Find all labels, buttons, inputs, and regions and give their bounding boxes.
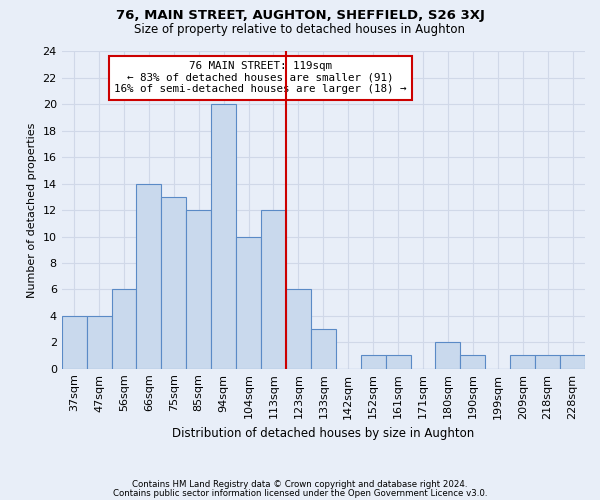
Bar bbox=[386, 356, 410, 368]
Bar bbox=[286, 290, 311, 368]
Bar bbox=[186, 210, 211, 368]
Bar bbox=[535, 356, 560, 368]
Bar bbox=[86, 316, 112, 368]
Bar bbox=[136, 184, 161, 368]
Bar bbox=[161, 197, 186, 368]
Bar bbox=[62, 316, 86, 368]
Text: Contains public sector information licensed under the Open Government Licence v3: Contains public sector information licen… bbox=[113, 489, 487, 498]
Text: 76 MAIN STREET: 119sqm
← 83% of detached houses are smaller (91)
16% of semi-det: 76 MAIN STREET: 119sqm ← 83% of detached… bbox=[114, 61, 407, 94]
Bar bbox=[261, 210, 286, 368]
Bar bbox=[236, 236, 261, 368]
Bar bbox=[311, 329, 336, 368]
X-axis label: Distribution of detached houses by size in Aughton: Distribution of detached houses by size … bbox=[172, 427, 475, 440]
Y-axis label: Number of detached properties: Number of detached properties bbox=[27, 122, 37, 298]
Text: 76, MAIN STREET, AUGHTON, SHEFFIELD, S26 3XJ: 76, MAIN STREET, AUGHTON, SHEFFIELD, S26… bbox=[116, 9, 484, 22]
Text: Contains HM Land Registry data © Crown copyright and database right 2024.: Contains HM Land Registry data © Crown c… bbox=[132, 480, 468, 489]
Bar bbox=[436, 342, 460, 368]
Bar bbox=[510, 356, 535, 368]
Bar bbox=[211, 104, 236, 368]
Bar bbox=[361, 356, 386, 368]
Bar bbox=[560, 356, 585, 368]
Bar bbox=[460, 356, 485, 368]
Bar bbox=[112, 290, 136, 368]
Text: Size of property relative to detached houses in Aughton: Size of property relative to detached ho… bbox=[134, 22, 466, 36]
